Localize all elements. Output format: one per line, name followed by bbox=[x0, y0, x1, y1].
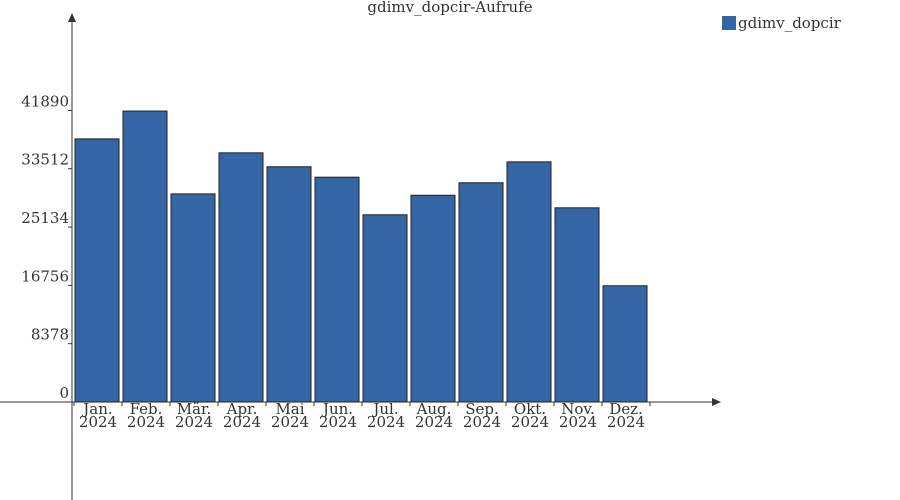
y-axis-arrow bbox=[68, 13, 76, 22]
bar bbox=[218, 152, 264, 403]
x-tick-label: 2024 bbox=[607, 413, 645, 431]
x-tick-label: Okt. bbox=[514, 400, 546, 418]
x-tick-label: Apr. bbox=[226, 400, 258, 418]
bar bbox=[458, 182, 504, 403]
x-tick-label: Mär. bbox=[177, 400, 212, 418]
y-tick-label: 25134 bbox=[21, 209, 69, 227]
y-tick-label: 0 bbox=[59, 384, 69, 402]
bar bbox=[170, 193, 216, 403]
x-axis-arrow bbox=[712, 398, 721, 406]
bar bbox=[74, 138, 120, 403]
x-tick-label: Mai bbox=[275, 400, 304, 418]
x-tick-label: Dez. bbox=[609, 400, 643, 418]
legend-swatch bbox=[722, 16, 736, 30]
x-tick-label: Jul. bbox=[371, 400, 398, 418]
chart-title: gdimv_dopcir-Aufrufe bbox=[367, 0, 532, 16]
x-tick-label: 2024 bbox=[127, 413, 165, 431]
x-tick-label: Jan. bbox=[81, 400, 112, 418]
x-tick-label: 2024 bbox=[559, 413, 597, 431]
bar bbox=[362, 214, 408, 403]
x-tick-label: 2024 bbox=[367, 413, 405, 431]
y-tick-label: 33512 bbox=[21, 151, 69, 169]
bar bbox=[506, 161, 552, 403]
bar bbox=[266, 166, 312, 403]
x-tick-label: 2024 bbox=[79, 413, 117, 431]
x-tick-label: 2024 bbox=[319, 413, 357, 431]
x-tick-label: Feb. bbox=[130, 400, 163, 418]
x-tick-label: 2024 bbox=[415, 413, 453, 431]
y-tick-label: 41890 bbox=[21, 92, 69, 110]
x-tick-label: 2024 bbox=[223, 413, 261, 431]
x-tick-label: 2024 bbox=[511, 413, 549, 431]
y-tick-label: 16756 bbox=[21, 267, 69, 285]
x-tick-label: 2024 bbox=[271, 413, 309, 431]
x-tick-label: Sep. bbox=[465, 400, 499, 418]
x-tick-label: Nov. bbox=[561, 400, 595, 418]
x-tick-label: 2024 bbox=[463, 413, 501, 431]
x-tick-label: Jun. bbox=[321, 400, 353, 418]
x-tick-label: Aug. bbox=[416, 400, 452, 418]
bar bbox=[554, 207, 600, 403]
bar bbox=[410, 194, 456, 403]
legend-label: gdimv_dopcir bbox=[738, 14, 842, 32]
bar bbox=[602, 285, 648, 403]
bar bbox=[314, 176, 360, 403]
bar bbox=[122, 110, 168, 403]
y-tick-label: 8378 bbox=[31, 326, 69, 344]
x-tick-label: 2024 bbox=[175, 413, 213, 431]
